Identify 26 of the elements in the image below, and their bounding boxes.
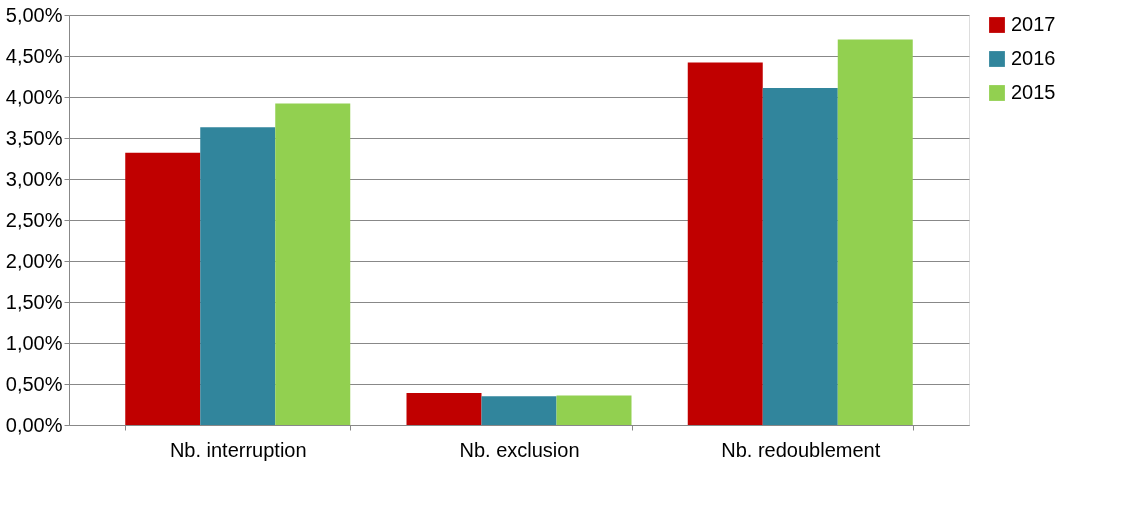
bar — [275, 103, 351, 425]
y-tick-label: 4,50% — [5, 44, 63, 67]
y-tick-label: 1,00% — [5, 331, 63, 354]
bar — [687, 62, 763, 425]
bar — [762, 87, 838, 425]
x-tick-label: Nb. exclusion — [459, 438, 580, 461]
y-tick-label: 0,00% — [5, 413, 63, 436]
x-tick-label: Nb. redoublement — [721, 438, 881, 461]
bar — [481, 396, 557, 425]
bar — [556, 395, 632, 425]
y-tick-label: 0,50% — [5, 372, 63, 395]
y-tick-label: 4,00% — [5, 85, 63, 108]
y-tick-label: 3,50% — [5, 126, 63, 149]
x-tick-label: Nb. interruption — [169, 438, 307, 461]
bar — [125, 152, 201, 425]
legend-label: 2017 — [1011, 13, 1056, 35]
y-tick-label: 2,00% — [5, 249, 63, 272]
legend-label: 2015 — [1011, 81, 1056, 103]
legend-label: 2016 — [1011, 47, 1056, 69]
y-tick-label: 3,00% — [5, 167, 63, 190]
bar — [406, 393, 482, 425]
bar — [837, 39, 913, 425]
y-tick-label: 1,50% — [5, 290, 63, 313]
y-tick-label: 5,00% — [5, 3, 63, 26]
bar — [200, 127, 276, 425]
y-tick-label: 2,50% — [5, 208, 63, 231]
